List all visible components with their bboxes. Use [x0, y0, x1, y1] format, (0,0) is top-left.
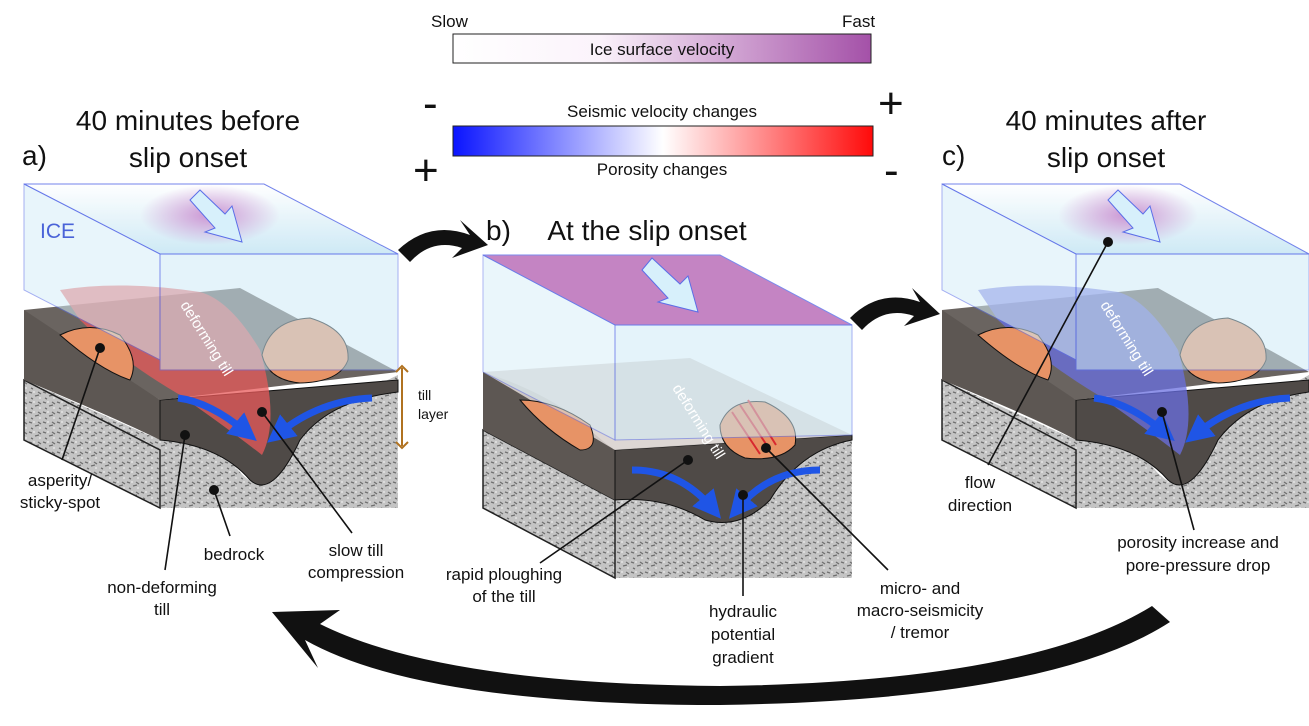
porosity-title: Porosity changes [597, 160, 727, 179]
legend-slow-label: Slow [431, 12, 469, 31]
till-layer-label-1: till [418, 387, 431, 403]
porosity-label-1: porosity increase and [1117, 533, 1279, 552]
slow-label-1: slow till [329, 541, 384, 560]
panel-a-bedrock [24, 375, 398, 508]
callout-dot-seismicity [761, 443, 771, 453]
sign-bottom-left: + [413, 146, 439, 195]
panel-a-title-1: 40 minutes before [76, 105, 300, 136]
porosity-label-2: pore-pressure drop [1126, 556, 1271, 575]
ploughing-label-1: rapid ploughing [446, 565, 562, 584]
panel-c: c) 40 minutes after slip onset deforming… [941, 105, 1309, 510]
legend-ice-velocity: Slow Fast Ice surface velocity [431, 12, 875, 64]
callout-dot-flow [1103, 237, 1113, 247]
nondeforming-label-1: non-deforming [107, 578, 217, 597]
till-layer-bracket [395, 364, 409, 450]
panel-c-flow-arrow-left [1093, 394, 1175, 441]
slow-label-2: compression [308, 563, 404, 582]
panel-b-flow-arrow-left [631, 466, 722, 519]
flow-label-2: direction [948, 496, 1012, 515]
panel-c-title-1: 40 minutes after [1006, 105, 1207, 136]
callout-dot-hydraulic [738, 490, 748, 500]
callout-dot-porosity [1157, 407, 1167, 417]
callout-dot-slow [257, 407, 267, 417]
asperity-label-1: asperity/ [28, 471, 93, 490]
seismicity-label-3: / tremor [891, 623, 950, 642]
panel-c-title-2: slip onset [1047, 142, 1166, 173]
panel-a-flow-arrow-left [177, 394, 257, 441]
flow-label-1: flow [965, 473, 996, 492]
sign-top-left: - [423, 79, 438, 128]
callout-dot-bedrock [209, 485, 219, 495]
seismicity-label-1: micro- and [880, 579, 960, 598]
hydraulic-label-1: hydraulic [709, 602, 778, 621]
panel-c-flow-arrow-right [1185, 394, 1291, 443]
panel-a-callouts: asperity/ sticky-spot non-deforming till… [20, 343, 404, 619]
ice-velocity-title: Ice surface velocity [590, 40, 735, 59]
till-layer-label-2: layer [418, 406, 449, 422]
callout-dot-ploughing [683, 455, 693, 465]
arrow-c-to-a-icon [272, 606, 1170, 705]
legend-fast-label: Fast [842, 12, 875, 31]
panel-c-letter: c) [942, 140, 965, 171]
panel-c-bedrock [942, 375, 1309, 508]
sign-bottom-right: - [884, 146, 899, 195]
ploughing-label-2: of the till [472, 587, 535, 606]
arrow-b-to-c-icon [850, 288, 940, 330]
panel-b-ice-arrow-icon [641, 257, 699, 313]
sign-top-right: + [878, 79, 904, 128]
seismic-colorbar [452, 125, 874, 157]
seismicity-label-2: macro-seismicity [857, 601, 984, 620]
panel-a-asperity-left [59, 327, 134, 381]
panel-b-title: At the slip onset [547, 215, 746, 246]
panel-b: b) At the slip onset deforming till [482, 215, 853, 580]
panel-b-flow-arrow-right [728, 466, 821, 519]
hydraulic-label-3: gradient [712, 648, 774, 667]
arrow-a-to-b-icon [398, 220, 488, 262]
panel-b-letter: b) [486, 215, 511, 246]
panel-a-flow-arrow-right [267, 394, 373, 443]
panel-a-ice-label: ICE [40, 220, 75, 243]
panel-a-ice-arrow-icon [189, 189, 243, 243]
nondeforming-label-2: till [154, 600, 170, 619]
panel-a-title-2: slip onset [129, 142, 248, 173]
bedrock-label: bedrock [204, 545, 265, 564]
panel-c-asperity-left [977, 327, 1052, 381]
asperity-label-2: sticky-spot [20, 493, 101, 512]
panel-a: a) 40 minutes before slip onset ICE defo… [22, 105, 449, 510]
seismic-velocity-title: Seismic velocity changes [567, 102, 757, 121]
callout-dot-asperity [95, 343, 105, 353]
ice-velocity-colorbar [452, 33, 872, 64]
legend-seismic: Seismic velocity changes Porosity change… [413, 79, 904, 195]
panel-c-callouts: flow direction porosity increase and por… [948, 237, 1279, 575]
panel-c-ice-arrow-icon [1107, 189, 1161, 243]
panel-a-letter: a) [22, 140, 47, 171]
hydraulic-label-2: potential [711, 625, 775, 644]
callout-dot-nondeforming [180, 430, 190, 440]
panel-b-callouts: rapid ploughing of the till hydraulic po… [446, 443, 984, 667]
